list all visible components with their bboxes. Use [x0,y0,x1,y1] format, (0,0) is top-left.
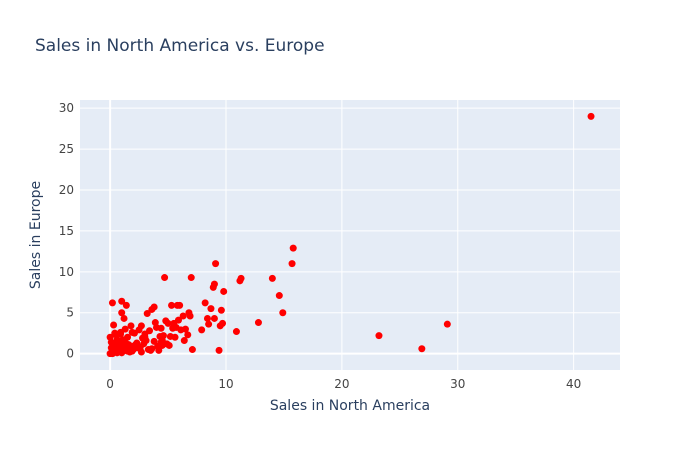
scatter-point[interactable] [156,332,164,340]
scatter-point[interactable] [279,309,287,317]
scatter-point[interactable] [157,338,165,346]
x-tick-label: 10 [218,377,233,391]
scatter-point[interactable] [128,328,136,336]
scatter-point[interactable] [268,274,276,282]
x-tick-label: 30 [450,377,465,391]
scatter-point[interactable] [288,260,296,268]
scatter-point[interactable] [118,297,126,305]
scatter-point[interactable] [110,321,118,329]
data-points[interactable] [106,112,595,358]
scatter-point[interactable] [443,320,451,328]
scatter-point[interactable] [375,332,383,340]
x-axis-label: Sales in North America [270,398,430,414]
scatter-point[interactable] [128,347,136,355]
scatter-point[interactable] [209,283,217,291]
scatter-point[interactable] [216,322,224,330]
scatter-point[interactable] [120,346,128,354]
scatter-point[interactable] [122,301,130,309]
scatter-point[interactable] [168,301,176,309]
scatter-point[interactable] [162,317,170,325]
scatter-point[interactable] [120,314,128,322]
scatter-point[interactable] [210,314,218,322]
scatter-point[interactable] [587,112,595,120]
scatter-point[interactable] [418,345,426,353]
scatter-point[interactable] [165,341,173,349]
chart-title: Sales in North America vs. Europe [35,36,325,56]
scatter-point[interactable] [184,331,192,339]
y-tick-label: 20 [59,183,74,197]
scatter-point[interactable] [185,309,193,317]
scatter-point[interactable] [179,312,187,320]
scatter-point[interactable] [127,322,135,330]
y-tick-label: 15 [59,224,74,238]
y-tick-label: 5 [66,306,74,320]
scatter-point[interactable] [236,277,244,285]
scatter-point[interactable] [187,274,195,282]
scatter-point[interactable] [169,324,177,332]
scatter-point[interactable] [108,299,116,307]
y-tick-label: 0 [66,347,74,361]
scatter-point[interactable] [133,343,141,351]
x-tick-label: 40 [566,377,581,391]
scatter-point[interactable] [205,320,213,328]
scatter-point[interactable] [215,346,223,354]
scatter-point[interactable] [150,337,158,345]
scatter-point[interactable] [289,244,297,252]
scatter-point[interactable] [117,328,125,336]
scatter-point[interactable] [148,305,156,313]
scatter-point[interactable] [111,348,119,356]
scatter-point[interactable] [161,274,169,282]
x-tick-label: 20 [334,377,349,391]
scatter-point[interactable] [275,292,283,300]
scatter-point[interactable] [173,301,181,309]
scatter-point[interactable] [166,332,174,340]
scatter-point[interactable] [220,287,228,295]
scatter-point[interactable] [180,337,188,345]
y-axis-label: Sales in Europe [28,181,44,289]
scatter-point[interactable] [212,260,220,268]
scatter-point[interactable] [201,299,209,307]
y-tick-label: 10 [59,265,74,279]
scatter-point[interactable] [118,309,126,317]
scatter-point[interactable] [188,346,196,354]
grid-lines [80,100,620,370]
scatter-point[interactable] [151,319,159,327]
scatter-point[interactable] [111,329,119,337]
scatter-point[interactable] [203,314,211,322]
scatter-point[interactable] [122,340,130,348]
scatter-point[interactable] [141,333,149,341]
scatter-point[interactable] [232,328,240,336]
scatter-point[interactable] [207,305,215,313]
scatter-point[interactable] [106,333,114,341]
scatter-point[interactable] [217,306,225,314]
y-tick-label: 25 [59,142,74,156]
scatter-point[interactable] [198,326,206,334]
y-tick-label: 30 [59,101,74,115]
scatter-point[interactable] [115,337,123,345]
scatter-point[interactable] [137,348,145,356]
scatter-point[interactable] [148,345,156,353]
tick-labels: 0 10 20 30 40 0 5 10 15 20 25 30 [59,101,582,391]
x-tick-label: 0 [106,377,114,391]
scatter-point[interactable] [143,310,151,318]
scatter-point[interactable] [254,319,262,327]
